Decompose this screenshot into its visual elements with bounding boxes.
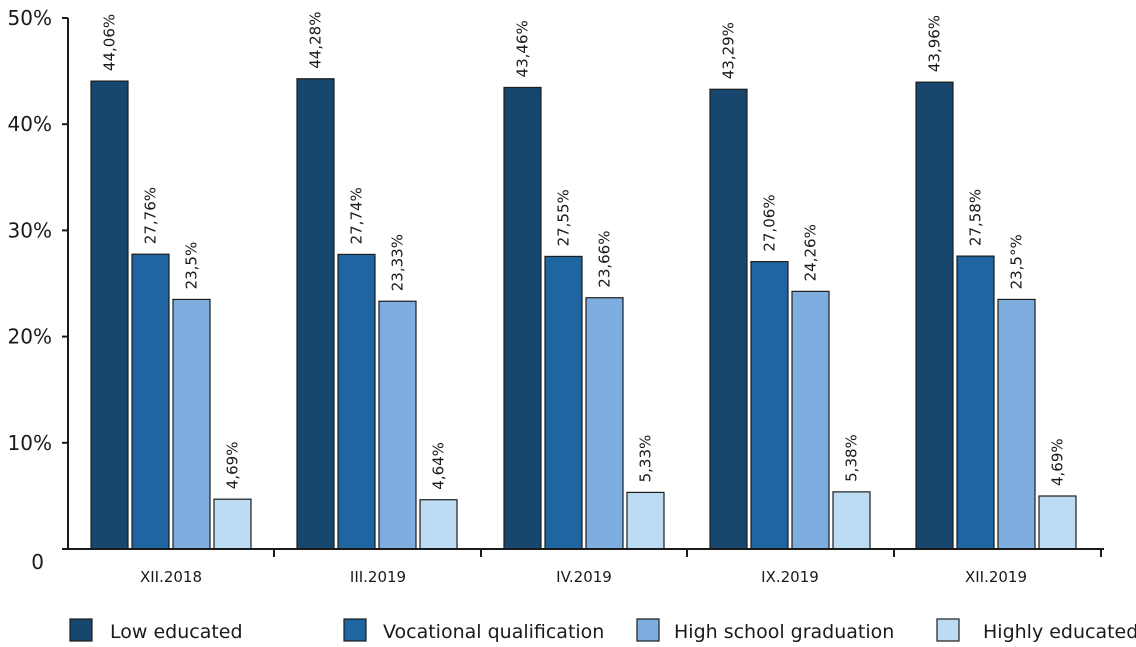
- data-label: 43,46%: [514, 20, 532, 77]
- x-tick-label: XII.2019: [965, 568, 1027, 586]
- y-axis-ticks: 0 10% 20% 30% 40% 50%: [8, 6, 68, 574]
- y-tick-label: 20%: [8, 325, 52, 349]
- data-label: 27,55%: [555, 189, 573, 246]
- bar-2-3: [626, 491, 665, 550]
- data-label: 44,28%: [307, 12, 325, 69]
- data-labels: 44,06% 44,28% 43,46% 43,29% 43,96% 27,76% 27,7…: [101, 12, 1067, 490]
- bar-2-1: [544, 255, 583, 550]
- data-label: 5,38%: [843, 434, 861, 482]
- data-label: 23,66%: [596, 231, 614, 288]
- bar-2-2: [585, 297, 624, 550]
- bar-4-2: [997, 298, 1036, 550]
- y-tick-label: 40%: [8, 112, 52, 136]
- bars: [90, 78, 1077, 550]
- legend-label: Vocational qualification: [383, 621, 604, 643]
- y-tick-label: 0: [31, 550, 44, 574]
- x-tick-label: III.2019: [350, 568, 406, 586]
- bar-1-3: [419, 499, 458, 550]
- bar-3-2: [791, 290, 830, 550]
- y-tick-label: 10%: [8, 431, 52, 455]
- data-label: 23,5°%: [1008, 234, 1026, 289]
- x-tick-label: XII.2018: [140, 568, 202, 586]
- legend-swatch: [69, 618, 93, 642]
- data-label: 27,58%: [967, 189, 985, 246]
- bar-0-3: [213, 498, 252, 550]
- data-label: 23,5%: [183, 242, 201, 290]
- legend-swatch: [636, 618, 660, 642]
- data-label: 24,26%: [802, 224, 820, 281]
- data-label: 27,76%: [142, 187, 160, 244]
- data-label: 43,96%: [926, 15, 944, 72]
- data-label: 43,29%: [720, 22, 738, 79]
- data-label: 5,33%: [637, 435, 655, 483]
- x-axis-ticks: XII.2018 III.2019 IV.2019 IX.2019 XII.2019: [140, 549, 1102, 586]
- legend-label: Highly educated: [983, 621, 1136, 643]
- legend-label: High school graduation: [674, 621, 894, 643]
- data-label: 27,74%: [348, 187, 366, 244]
- data-label: 44,06%: [101, 14, 119, 71]
- bar-4-0: [915, 81, 954, 550]
- bar-1-2: [378, 300, 417, 550]
- bar-3-0: [709, 88, 748, 550]
- bar-0-0: [90, 80, 129, 550]
- data-label: 23,33%: [389, 234, 407, 291]
- bar-3-3: [832, 491, 871, 550]
- data-label: 4,69%: [224, 442, 242, 490]
- legend-swatch: [343, 618, 367, 642]
- bar-0-2: [172, 298, 211, 550]
- legend-label: Low educated: [110, 621, 243, 643]
- bar-4-3: [1038, 495, 1077, 550]
- bar-2-0: [503, 86, 542, 550]
- y-tick-label: 30%: [8, 218, 52, 242]
- legend: Low educated Vocational qualification High…: [69, 618, 1136, 643]
- bar-3-1: [750, 261, 789, 550]
- data-label: 4,69%: [1049, 438, 1067, 486]
- bar-1-1: [337, 253, 376, 550]
- data-label: 27,06%: [761, 194, 779, 251]
- bar-0-1: [131, 253, 170, 550]
- y-tick-label: 50%: [8, 6, 52, 30]
- bar-1-0: [296, 78, 335, 550]
- data-label: 4,64%: [430, 442, 448, 490]
- bar-4-1: [956, 255, 995, 550]
- legend-swatch: [936, 618, 960, 642]
- x-tick-label: IX.2019: [761, 568, 819, 586]
- x-tick-label: IV.2019: [556, 568, 612, 586]
